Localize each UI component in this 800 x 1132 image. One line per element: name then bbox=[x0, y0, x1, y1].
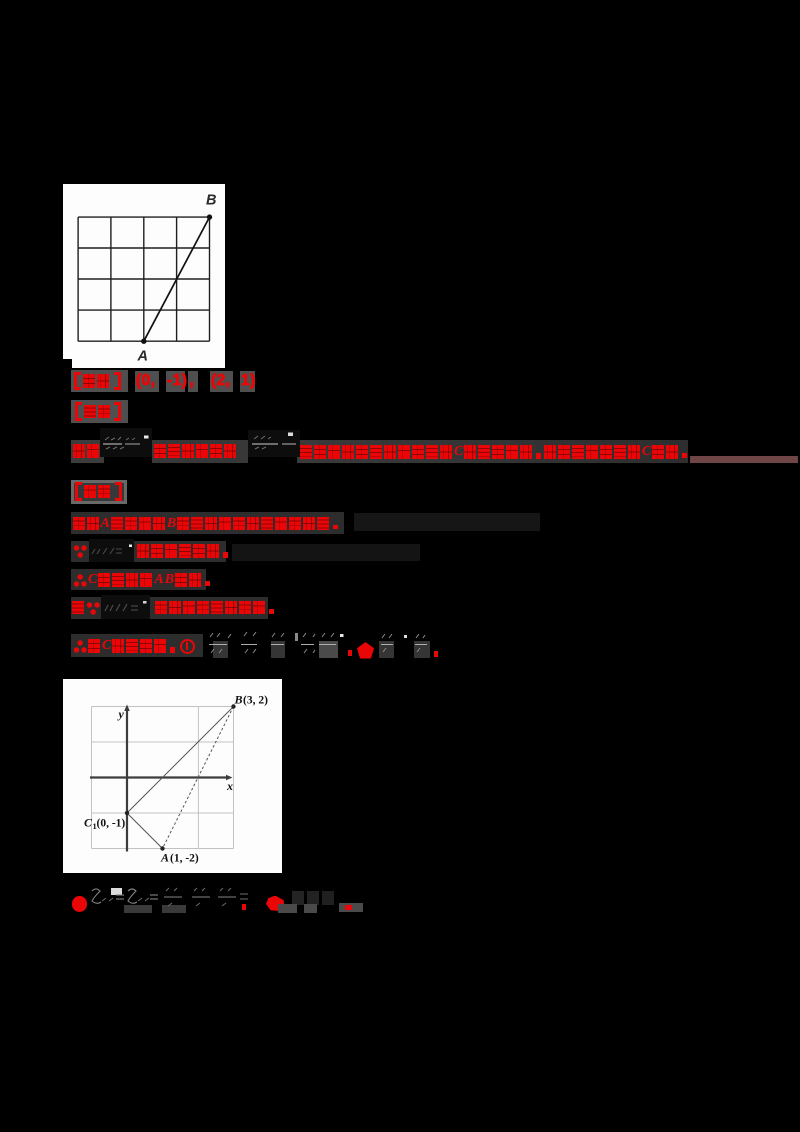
svg-text:A: A bbox=[137, 349, 148, 365]
svg-text:x: x bbox=[226, 779, 233, 793]
svg-text:1: 1 bbox=[93, 821, 97, 831]
svg-text:A: A bbox=[160, 851, 169, 865]
svg-text:(0, -1): (0, -1) bbox=[97, 818, 126, 830]
svg-text:B: B bbox=[234, 693, 243, 707]
svg-text:B: B bbox=[206, 193, 216, 209]
svg-text:y: y bbox=[117, 707, 125, 721]
svg-text:C: C bbox=[84, 816, 93, 830]
svg-text:(1, -2): (1, -2) bbox=[170, 853, 199, 865]
svg-text:(3, 2): (3, 2) bbox=[243, 695, 268, 707]
